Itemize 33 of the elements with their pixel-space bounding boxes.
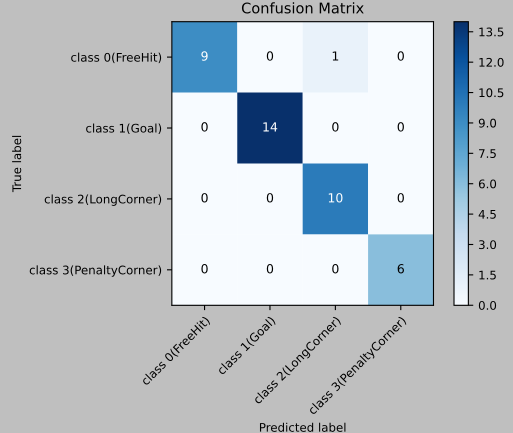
y-tick-label: class 2(LongCorner) — [44, 194, 162, 206]
color-bar-label: 1.5 — [479, 270, 496, 280]
data-label: 14 — [263, 122, 278, 132]
data-label: 0 — [266, 264, 274, 274]
data-label: 0 — [332, 122, 339, 132]
data-label: 0 — [201, 122, 208, 132]
data-label: 10 — [328, 193, 342, 203]
chart-title: Confusion Matrix — [242, 2, 364, 14]
y-tick-label: class 3(PenaltyCorner) — [30, 265, 162, 277]
data-label: 0 — [332, 264, 339, 274]
color-bar-label: 0.0 — [478, 300, 496, 310]
color-bar-label: 7.5 — [479, 149, 496, 158]
color-bar-label: 12.0 — [479, 58, 504, 67]
data-label: 0 — [201, 193, 208, 203]
data-label: 0 — [201, 264, 208, 274]
color-bar-label: 13.5 — [479, 28, 504, 36]
y-axis-title: True label — [12, 136, 22, 192]
color-bar-label: 9.0 — [478, 118, 496, 128]
data-label: 0 — [398, 122, 404, 132]
data-label: 9 — [201, 51, 208, 61]
data-label: 1 — [332, 51, 338, 61]
data-label: 0 — [398, 51, 404, 61]
data-label: 0 — [266, 51, 274, 61]
data-label: 0 — [398, 193, 404, 203]
color-bar-label: 3.0 — [478, 240, 496, 250]
color-bar-label: 6.0 — [478, 179, 496, 188]
x-axis-title: Predicted label — [260, 422, 346, 432]
y-tick-label: class 0(FreeHit) — [71, 52, 162, 64]
data-label: 0 — [266, 193, 274, 203]
data-label: 6 — [398, 264, 404, 274]
y-tick-label: class 1(Goal) — [86, 124, 162, 134]
color-bar-label: 10.5 — [479, 88, 504, 98]
color-bar-label: 4.5 — [478, 210, 496, 219]
